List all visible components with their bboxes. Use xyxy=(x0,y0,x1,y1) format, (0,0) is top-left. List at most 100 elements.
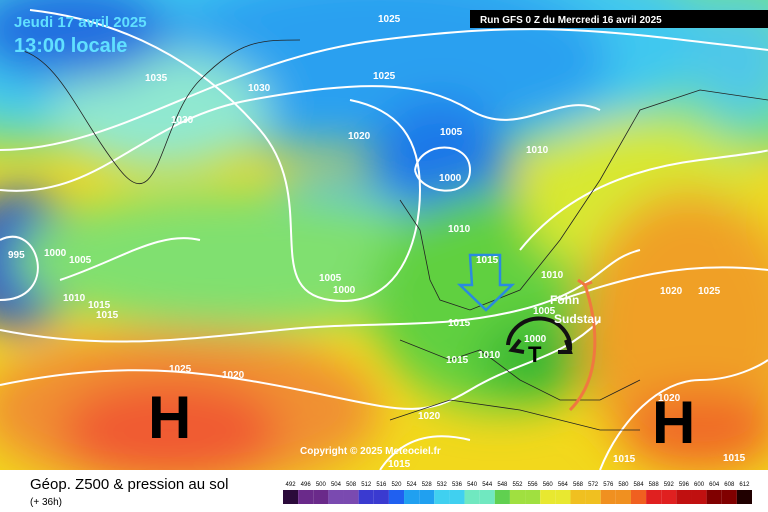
isobar-label: 1010 xyxy=(526,145,549,156)
scale-label: 524 xyxy=(407,482,418,488)
isobar-label: 1000 xyxy=(524,334,547,345)
isobar-label: 1010 xyxy=(448,224,471,235)
scale-swatch xyxy=(328,490,344,504)
scale-label: 584 xyxy=(634,482,645,488)
scale-label: 544 xyxy=(482,482,493,488)
scale-swatch xyxy=(661,490,677,504)
scale-swatch xyxy=(509,490,526,504)
isobar-label: 1015 xyxy=(388,459,411,470)
scale-swatch xyxy=(555,490,571,504)
scale-label: 576 xyxy=(603,482,614,488)
isobar-label: 1020 xyxy=(658,393,681,404)
scale-swatch xyxy=(691,490,707,504)
isobar-label: 1020 xyxy=(348,131,371,142)
scale-swatch xyxy=(313,490,329,504)
scale-swatch xyxy=(373,490,389,504)
scale-label: 552 xyxy=(512,482,523,488)
isobar-label: 1015 xyxy=(723,453,746,464)
scale-label: 580 xyxy=(618,482,629,488)
pressure-center: H xyxy=(652,389,695,456)
scale-label: 492 xyxy=(286,482,297,488)
scale-label: 508 xyxy=(346,482,357,488)
scale-swatch xyxy=(419,490,435,504)
isobar-label: 1020 xyxy=(222,370,245,381)
annotation: Föhn xyxy=(550,293,579,307)
isobar-label: 995 xyxy=(8,250,25,261)
isobar-label: 1020 xyxy=(660,286,683,297)
scale-swatch xyxy=(676,490,692,504)
scale-label: 596 xyxy=(679,482,690,488)
scale-swatch xyxy=(449,490,465,504)
isobar-label: 1015 xyxy=(448,318,471,329)
scale-label: 612 xyxy=(739,482,750,488)
isobar-label: 1020 xyxy=(418,411,441,422)
scale-label: 592 xyxy=(664,482,675,488)
scale-swatch xyxy=(736,490,752,504)
isobar-label: 1035 xyxy=(145,73,168,84)
isobar-label: 1025 xyxy=(698,286,721,297)
isobar-label: 1000 xyxy=(333,285,356,296)
run-info: Run GFS 0 Z du Mercredi 16 avril 2025 xyxy=(480,15,662,26)
scale-swatch xyxy=(600,490,616,504)
scale-swatch xyxy=(706,490,722,504)
low-symbol xyxy=(506,316,573,354)
isobar-label: 1000 xyxy=(44,248,67,259)
scale-swatch xyxy=(388,490,405,504)
footer-title: Géop. Z500 & pression au sol xyxy=(30,476,228,493)
scale-label: 496 xyxy=(301,482,312,488)
pressure-center: T xyxy=(528,342,542,367)
date: Jeudi 17 avril 2025 xyxy=(14,14,147,31)
isobars xyxy=(0,9,768,470)
scale-label: 588 xyxy=(649,482,660,488)
scale-swatch xyxy=(525,490,541,504)
scale-label: 528 xyxy=(422,482,433,488)
isobar-label: 1015 xyxy=(476,255,499,266)
scale-label: 548 xyxy=(497,482,508,488)
scale-swatch xyxy=(646,490,662,504)
scale-label: 536 xyxy=(452,482,463,488)
scale-swatch xyxy=(721,490,737,504)
scale-swatch xyxy=(358,490,374,504)
isobar-label: 1010 xyxy=(478,350,501,361)
scale-swatch xyxy=(540,490,556,504)
run-box xyxy=(470,10,768,28)
scale-swatch xyxy=(630,490,647,504)
scale-swatch xyxy=(585,490,601,504)
isobar-label: 1030 xyxy=(248,83,271,94)
isobar-label: 1005 xyxy=(69,255,92,266)
scale-label: 604 xyxy=(709,482,720,488)
scale-label: 560 xyxy=(543,482,554,488)
scale-swatch xyxy=(479,490,495,504)
scale-label: 512 xyxy=(361,482,372,488)
scale-label: 540 xyxy=(467,482,478,488)
isobar-label: 1015 xyxy=(613,454,636,465)
scale-swatch xyxy=(615,490,631,504)
isobar-label: 1015 xyxy=(446,355,469,366)
foehn-arrow xyxy=(568,278,597,412)
scale-label: 516 xyxy=(376,482,387,488)
isobar-label: 1015 xyxy=(96,310,119,321)
isobar-label: 1000 xyxy=(439,173,462,184)
isobar-label: 1030 xyxy=(171,115,194,126)
scale-label: 504 xyxy=(331,482,342,488)
isobar-label: 1005 xyxy=(319,273,342,284)
scale-swatch xyxy=(494,490,510,504)
scale-swatch xyxy=(343,490,359,504)
isobar-label: 1005 xyxy=(533,306,556,317)
annotation: Sudstau xyxy=(554,312,601,326)
isobar-label: 1015 xyxy=(88,300,111,311)
footer-lead: (+ 36h) xyxy=(30,497,62,508)
isobar-label: 1025 xyxy=(169,364,192,375)
scale-label: 568 xyxy=(573,482,584,488)
scale-swatch xyxy=(404,490,420,504)
isobar-label: 1010 xyxy=(541,270,564,281)
scale-label: 500 xyxy=(316,482,327,488)
scale-swatch xyxy=(298,490,314,504)
scale-label: 564 xyxy=(558,482,569,488)
pressure-center: H xyxy=(148,384,191,451)
scale-label: 556 xyxy=(528,482,539,488)
isobar-label: 1005 xyxy=(440,127,463,138)
isobar-label: 1025 xyxy=(373,71,396,82)
